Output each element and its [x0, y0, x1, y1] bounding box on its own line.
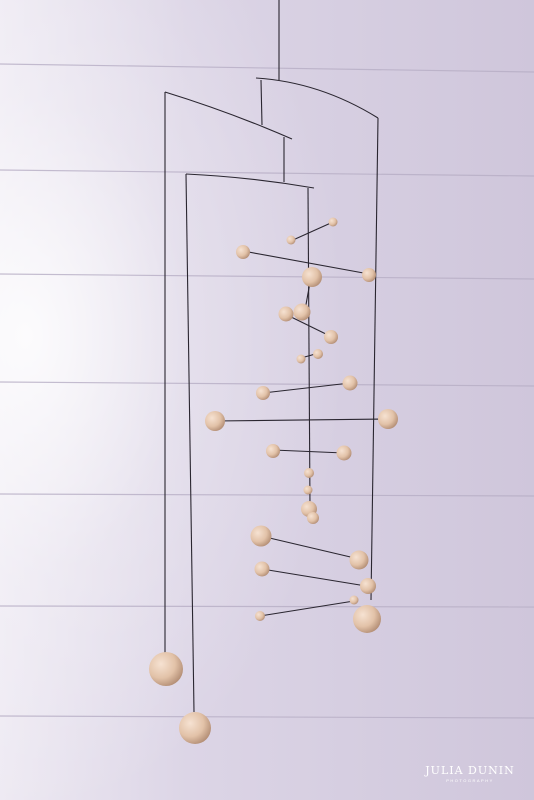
- wooden-beads: [149, 217, 398, 744]
- watermark-subtitle: PHOTOGRAPHY: [446, 778, 494, 783]
- photographer-watermark: JULIA DUNIN PHOTOGRAPHY: [420, 764, 520, 783]
- watermark-name: JULIA DUNIN: [425, 764, 515, 777]
- plank-seams: [0, 63, 534, 719]
